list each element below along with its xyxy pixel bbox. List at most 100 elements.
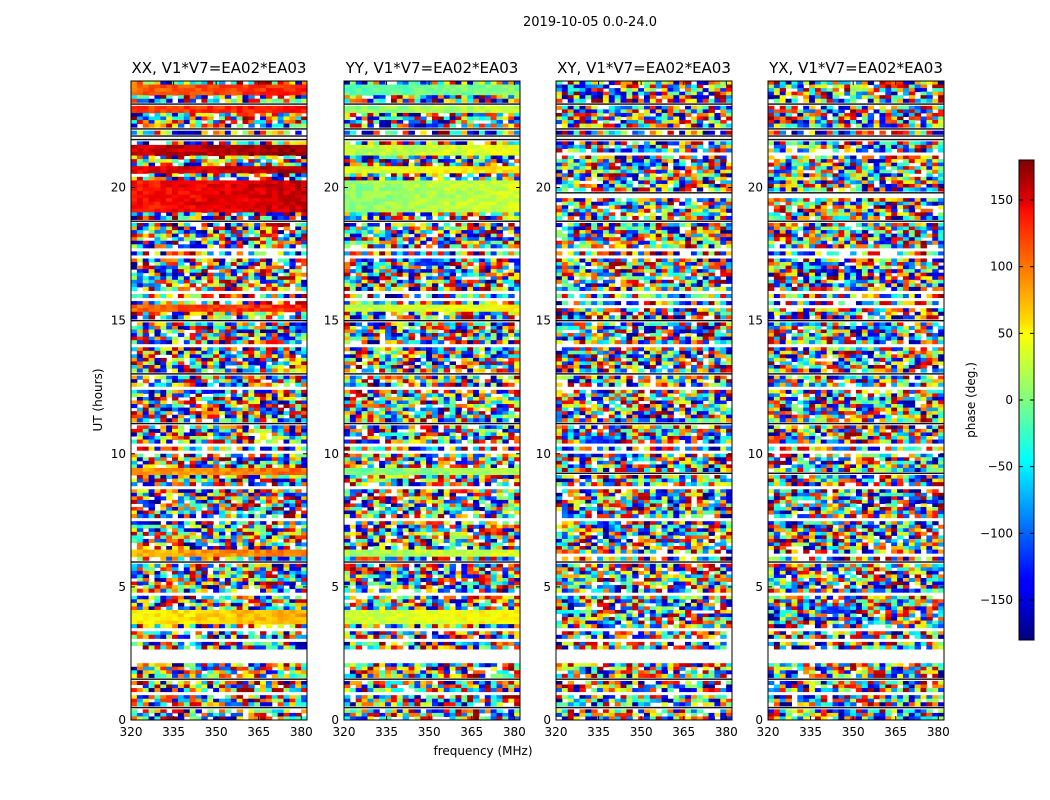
heatmap-cell xyxy=(142,240,150,245)
heatmap-cell xyxy=(189,546,197,551)
heatmap-cell xyxy=(213,329,220,334)
heatmap-cell xyxy=(172,663,179,668)
heatmap-cell xyxy=(136,368,144,373)
heatmap-cell xyxy=(177,546,185,551)
heatmap-cell xyxy=(271,262,279,267)
heatmap-cell xyxy=(224,439,232,444)
heatmap-cell xyxy=(301,286,307,291)
heatmap-cell xyxy=(195,464,202,469)
heatmap-cell xyxy=(142,425,150,430)
heatmap-cell xyxy=(224,333,232,338)
heatmap-cell xyxy=(148,159,155,164)
heatmap-cell xyxy=(213,549,220,554)
heatmap-cell xyxy=(189,237,197,242)
heatmap-cell xyxy=(496,91,503,96)
heatmap-cell xyxy=(224,631,232,636)
heatmap-cell xyxy=(373,148,380,153)
heatmap-cell xyxy=(496,84,503,89)
heatmap-cell xyxy=(254,404,261,409)
heatmap-cell xyxy=(189,379,197,384)
heatmap-cell xyxy=(160,620,167,625)
heatmap-cell xyxy=(260,574,267,579)
heatmap-cell xyxy=(154,347,161,352)
heatmap-cell xyxy=(295,191,302,196)
heatmap-cell xyxy=(213,258,220,263)
heatmap-cell xyxy=(414,162,421,167)
heatmap-cell xyxy=(154,457,161,462)
heatmap-cell xyxy=(172,301,179,306)
heatmap-cell xyxy=(295,507,302,512)
heatmap-cell xyxy=(301,308,307,313)
heatmap-cell xyxy=(248,272,255,277)
heatmap-cell xyxy=(160,98,167,103)
heatmap-cell xyxy=(449,180,456,185)
heatmap-cell xyxy=(189,609,197,614)
heatmap-cell xyxy=(201,322,208,327)
heatmap-cell xyxy=(183,81,191,86)
heatmap-cell xyxy=(420,169,427,174)
heatmap-cell xyxy=(201,570,208,575)
heatmap-cell xyxy=(242,240,249,245)
heatmap-cell xyxy=(131,201,138,206)
heatmap-cell xyxy=(201,304,208,309)
heatmap-cell xyxy=(289,148,296,153)
heatmap-cell xyxy=(283,702,290,707)
heatmap-cell xyxy=(496,155,503,160)
heatmap-cell xyxy=(183,315,191,320)
heatmap-cell xyxy=(183,670,191,675)
heatmap-cell xyxy=(289,105,296,110)
heatmap-cell xyxy=(166,283,173,288)
heatmap-cell xyxy=(344,91,351,96)
heatmap-cell xyxy=(201,404,208,409)
heatmap-cell xyxy=(195,695,202,700)
heatmap-cell xyxy=(277,265,285,270)
heatmap-cell xyxy=(189,585,197,590)
heatmap-cell xyxy=(224,357,232,362)
heatmap-cell xyxy=(201,294,208,299)
heatmap-cell xyxy=(142,641,150,646)
heatmap-cell xyxy=(265,499,273,504)
heatmap-cell xyxy=(414,180,421,185)
heatmap-cell xyxy=(195,585,202,590)
heatmap-cell xyxy=(295,382,302,387)
heatmap-cell xyxy=(236,162,243,167)
heatmap-cell xyxy=(224,428,232,433)
heatmap-cell xyxy=(408,95,415,100)
heatmap-cell xyxy=(177,237,185,242)
heatmap-cell xyxy=(166,304,173,309)
heatmap-cell xyxy=(490,169,498,174)
heatmap-cell xyxy=(172,223,179,228)
heatmap-cell xyxy=(461,162,468,167)
heatmap-cell xyxy=(242,198,249,203)
heatmap-cell xyxy=(473,130,480,135)
heatmap-cell xyxy=(271,436,279,441)
heatmap-cell xyxy=(189,173,197,178)
heatmap-cell xyxy=(277,680,285,685)
heatmap-cell xyxy=(131,613,138,618)
heatmap-cell xyxy=(154,475,161,480)
heatmap-cell xyxy=(242,389,249,394)
heatmap-cell xyxy=(248,521,255,526)
heatmap-cell xyxy=(242,507,249,512)
heatmap-cell xyxy=(277,716,285,720)
heatmap-cell xyxy=(242,130,249,135)
heatmap-cell xyxy=(172,446,179,451)
heatmap-cell xyxy=(160,120,167,125)
heatmap-cell xyxy=(484,180,492,185)
heatmap-cell xyxy=(271,400,279,405)
heatmap-cell xyxy=(236,329,243,334)
heatmap-cell xyxy=(207,514,214,519)
heatmap-cell xyxy=(230,294,238,299)
heatmap-cell xyxy=(385,109,392,114)
heatmap-cell xyxy=(230,492,238,497)
heatmap-cell xyxy=(236,503,243,508)
heatmap-cell xyxy=(201,641,208,646)
heatmap-cell xyxy=(172,368,179,373)
heatmap-cell xyxy=(142,361,150,366)
heatmap-cell xyxy=(230,308,238,313)
heatmap-cell xyxy=(177,223,185,228)
flagged-row xyxy=(131,706,307,709)
heatmap-cell xyxy=(172,432,179,437)
heatmap-cell xyxy=(207,556,214,561)
heatmap-cell xyxy=(402,176,410,181)
